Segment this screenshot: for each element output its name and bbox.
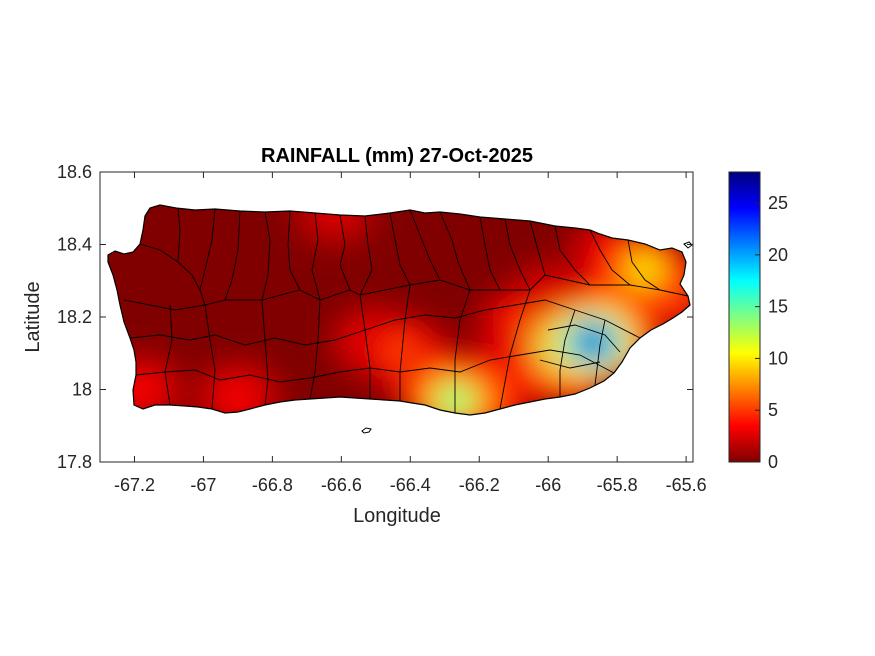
- y-tick-label: 18.6: [57, 162, 92, 182]
- municipality-boundary: [224, 210, 241, 301]
- municipality-boundary: [559, 309, 576, 397]
- colorbar-tick-label: 20: [768, 245, 788, 265]
- municipality-boundary: [339, 214, 351, 291]
- municipality-boundary: [139, 243, 206, 306]
- municipality-boundary: [589, 229, 631, 286]
- rainfall-cell: [582, 333, 604, 352]
- municipality-boundary: [287, 210, 301, 291]
- municipality-boundary: [439, 211, 471, 291]
- x-tick-label: -67.2: [114, 475, 155, 495]
- y-tick-label: 18: [72, 380, 92, 400]
- x-tick-label: -66: [535, 475, 561, 495]
- rainfall-cell: [633, 260, 656, 279]
- x-tick-label: -66.8: [252, 475, 293, 495]
- municipality-boundary: [204, 304, 216, 410]
- municipality-boundary: [359, 294, 371, 399]
- colorbar-scale: [728, 171, 761, 463]
- municipality-boundary: [594, 319, 606, 386]
- municipality-boundary: [123, 274, 689, 311]
- municipality-boundary: [129, 299, 641, 346]
- x-tick-label: -65.6: [666, 475, 707, 495]
- municipality-boundary: [504, 218, 531, 291]
- y-tick-label: 18.2: [57, 307, 92, 327]
- municipality-boundary: [454, 289, 471, 413]
- y-tick-label: 18.4: [57, 235, 92, 255]
- municipality-boundary: [311, 212, 321, 301]
- islet-caja-de-muertos: [361, 427, 372, 434]
- rainfall-cell: [130, 380, 153, 399]
- colorbar-tick-label: 15: [768, 297, 788, 317]
- municipality-boundary: [399, 284, 411, 401]
- municipality-boundary: [177, 207, 181, 263]
- x-tick-label: -65.8: [597, 475, 638, 495]
- municipality-boundary: [539, 359, 601, 369]
- colorbar-tick-label: 10: [768, 348, 788, 368]
- municipality-boundary: [547, 324, 621, 353]
- rainfall-map: [107, 204, 693, 434]
- y-axis-ticks: 17.8 18 18.2 18.4 18.6: [57, 162, 693, 472]
- x-tick-label: -66.6: [321, 475, 362, 495]
- x-tick-label: -66.4: [390, 475, 431, 495]
- municipality-boundary: [409, 209, 441, 281]
- municipality-boundaries: [123, 207, 689, 413]
- x-axis-ticks: -67.2 -67 -66.8 -66.6 -66.4 -66.2 -66 -65.8 -65.…: [114, 172, 707, 495]
- colorbar: 0 5 10 15 20 25: [728, 171, 788, 472]
- x-tick-label: -66.2: [459, 475, 500, 495]
- chart-title: RAINFALL (mm) 27-Oct-2025: [261, 145, 533, 167]
- x-tick-label: -67: [190, 475, 216, 495]
- municipality-boundary: [499, 289, 531, 410]
- municipality-boundary: [389, 212, 411, 286]
- municipality-boundary: [261, 211, 271, 301]
- municipality-boundary: [199, 208, 216, 291]
- municipality-boundary: [261, 299, 269, 406]
- municipality-boundary: [627, 239, 661, 291]
- colorbar-tick-label: 5: [768, 400, 778, 420]
- colorbar-tick-label: 25: [768, 193, 788, 213]
- municipality-boundary: [164, 304, 173, 406]
- colorbar-tick-label: 0: [768, 452, 778, 472]
- municipality-boundary: [529, 220, 546, 276]
- x-axis-label: Longitude: [353, 505, 441, 527]
- municipality-boundary: [479, 216, 501, 291]
- island-coastline: [107, 204, 691, 416]
- colorbar-ticks: 0 5 10 15 20 25: [755, 193, 788, 472]
- municipality-boundary: [309, 299, 321, 400]
- y-axis-label: Latitude: [22, 281, 44, 352]
- municipality-boundary: [359, 215, 373, 296]
- y-tick-label: 17.8: [57, 452, 92, 472]
- rainfall-cell: [227, 387, 249, 406]
- municipality-boundary: [554, 225, 591, 286]
